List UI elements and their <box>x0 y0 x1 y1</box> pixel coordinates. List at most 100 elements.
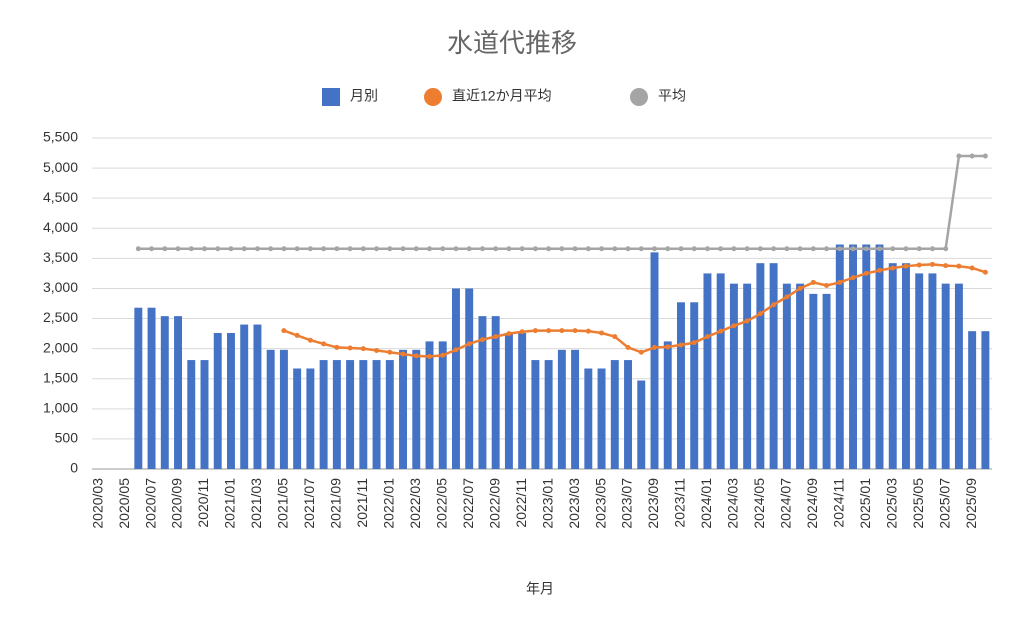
x-tick-label: 2021/01 <box>222 478 238 529</box>
line-marker <box>652 344 657 350</box>
x-tick-label: 2023/05 <box>592 478 608 529</box>
bar <box>518 332 527 469</box>
line-marker <box>162 246 168 252</box>
line-marker <box>929 246 935 252</box>
bar <box>888 263 897 469</box>
line-marker <box>599 246 605 252</box>
bar <box>465 288 474 469</box>
x-tick-label: 2023/03 <box>566 478 582 529</box>
legend-label: 平均 <box>658 88 686 104</box>
y-tick-label: 5,500 <box>43 129 78 145</box>
x-tick-label: 2020/07 <box>142 478 158 529</box>
line-marker <box>824 246 830 252</box>
legend-swatch <box>424 88 442 106</box>
line-marker <box>810 279 816 285</box>
x-tick-label: 2021/05 <box>275 478 291 529</box>
line-marker <box>731 246 737 252</box>
legend-swatch <box>322 88 340 106</box>
line-marker <box>268 246 274 252</box>
line-marker <box>202 246 207 252</box>
x-tick-label: 2025/09 <box>963 478 979 529</box>
bar <box>452 288 460 469</box>
x-tick-label: 2025/03 <box>883 478 899 529</box>
bar <box>941 283 950 469</box>
x-axis-label: 年月 <box>526 581 554 597</box>
line-marker <box>625 344 631 350</box>
bar <box>134 307 143 469</box>
line-marker <box>400 351 406 357</box>
line-marker <box>612 246 618 252</box>
line-marker <box>506 246 512 252</box>
line-marker <box>704 334 710 340</box>
y-tick-label: 4,000 <box>43 219 78 235</box>
line-marker <box>599 330 605 336</box>
line-marker <box>374 347 380 353</box>
line-marker <box>784 246 790 252</box>
x-tick-label: 2023/11 <box>672 478 688 528</box>
line-marker <box>572 246 578 252</box>
bar <box>571 349 580 469</box>
x-tick-label: 2022/03 <box>407 478 423 529</box>
bar <box>637 380 646 469</box>
line-marker <box>850 275 856 281</box>
x-tick-label: 2021/09 <box>328 478 344 529</box>
line-marker <box>956 153 962 159</box>
line-marker <box>585 328 591 334</box>
line-marker <box>903 246 909 252</box>
bar <box>306 368 315 469</box>
line-marker <box>943 263 949 269</box>
line-marker <box>863 246 869 252</box>
line-marker <box>347 345 353 351</box>
y-tick-label: 4,500 <box>43 189 78 205</box>
legend-label: 直近12か月平均 <box>452 88 552 104</box>
line-marker <box>506 331 512 337</box>
line-marker <box>360 346 366 352</box>
line-marker <box>956 263 962 269</box>
line <box>138 154 986 250</box>
line-marker <box>969 265 975 271</box>
line-marker <box>678 342 684 348</box>
bar <box>663 341 672 469</box>
line-marker <box>718 246 724 252</box>
x-tick-label: 2020/05 <box>116 478 132 529</box>
legend-label: 月別 <box>350 88 378 104</box>
bar <box>862 244 871 469</box>
line-marker <box>135 246 141 252</box>
line-marker <box>678 246 684 252</box>
line-marker <box>307 337 313 343</box>
line-marker <box>493 334 499 340</box>
line-marker <box>797 285 803 291</box>
line-marker <box>652 246 657 252</box>
x-tick-label: 2025/05 <box>910 478 926 529</box>
line-marker <box>479 337 485 343</box>
line-marker <box>546 246 552 252</box>
x-tick-label: 2024/03 <box>725 478 741 529</box>
x-tick-label: 2021/07 <box>301 478 317 529</box>
x-tick-label: 2024/09 <box>804 478 820 529</box>
bar <box>584 368 593 469</box>
x-tick-label: 2024/01 <box>698 478 714 529</box>
chart-title: 水道代推移 <box>447 28 577 58</box>
bar <box>187 360 196 469</box>
bar <box>769 263 778 469</box>
line-marker <box>638 246 644 252</box>
line-marker <box>784 294 790 300</box>
bar <box>597 368 606 469</box>
line-marker <box>466 246 472 252</box>
bar <box>716 273 725 469</box>
line-marker <box>771 302 777 308</box>
line-marker <box>347 246 353 252</box>
line-marker <box>294 332 300 338</box>
bar <box>690 302 699 469</box>
line-marker <box>453 347 459 353</box>
bar <box>359 360 368 469</box>
line-marker <box>241 246 247 252</box>
line-marker <box>625 246 631 252</box>
bar <box>782 283 791 469</box>
line-marker <box>982 269 988 275</box>
y-tick-label: 3,500 <box>43 249 78 265</box>
x-tick-label: 2023/09 <box>645 478 661 529</box>
bar <box>849 244 857 469</box>
bar <box>677 302 685 469</box>
